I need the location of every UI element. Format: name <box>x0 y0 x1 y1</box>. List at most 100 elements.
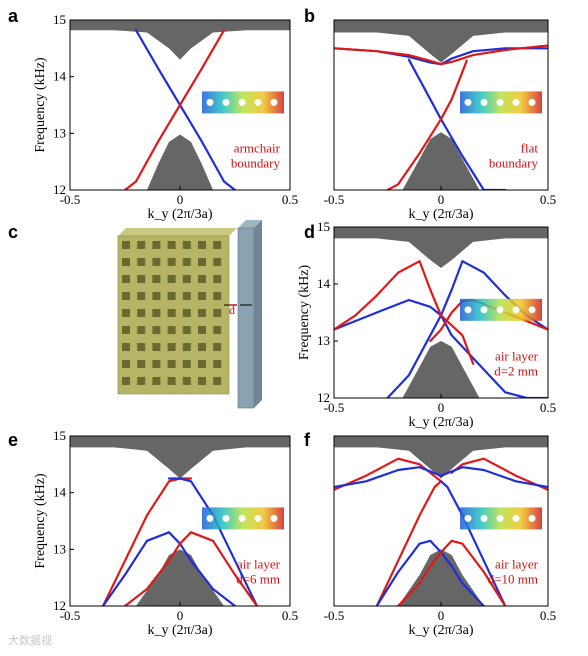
slab-hole <box>198 360 206 368</box>
y-tick-label: 13 <box>53 541 66 556</box>
slab-hole <box>167 360 176 368</box>
slab-hole <box>152 241 161 249</box>
slab-hole <box>213 258 222 266</box>
y-tick-label: 13 <box>53 125 66 140</box>
slab-hole <box>213 309 222 317</box>
slab-hole <box>182 326 191 334</box>
y-axis-label: Frequency (kHz) <box>33 473 48 569</box>
x-tick-label: 0 <box>438 608 445 623</box>
plot-area <box>334 20 548 190</box>
field-map-inset <box>202 91 284 114</box>
slab-hole <box>167 377 176 385</box>
lower-bulk-band <box>136 549 224 606</box>
upper-bulk-band <box>70 20 290 60</box>
inset-hole <box>464 514 472 522</box>
slab-hole <box>213 292 222 300</box>
panel-e: -0.5 0 0.5 12 13 14 15 Frequency (kHz) k_y (2π/3… <box>8 428 298 638</box>
series-1 <box>123 29 226 190</box>
slab-hole <box>213 377 222 385</box>
y-tick-label: 15 <box>53 12 66 27</box>
panel-label: d <box>304 222 315 242</box>
x-axis-label: k_y (2π/3a) <box>409 207 474 222</box>
slab-hole <box>182 360 191 368</box>
x-tick-label: -0.5 <box>60 608 81 623</box>
field-map-inset <box>202 507 284 530</box>
inset-hole <box>254 514 262 522</box>
slab-hole <box>152 377 161 385</box>
annotation-text: air layer <box>495 557 539 572</box>
slab-hole <box>137 258 146 266</box>
x-tick-label: -0.5 <box>324 608 345 623</box>
inset-hole <box>222 514 230 522</box>
inset-hole <box>512 98 520 106</box>
gap-d-label: d <box>229 303 235 317</box>
inset-hole <box>496 306 504 314</box>
annotation-text: flat <box>521 141 539 156</box>
panel-label: a <box>8 6 19 26</box>
y-tick-label: 12 <box>53 182 66 197</box>
slab-hole <box>213 275 222 283</box>
inset-hole <box>480 514 488 522</box>
slab-hole <box>137 343 146 351</box>
lower-bulk-band <box>147 134 213 190</box>
field-map-inset <box>460 298 542 321</box>
slab-hole <box>167 309 176 317</box>
x-tick-label: 0 <box>438 192 445 207</box>
slab-hole <box>198 292 206 300</box>
inset-hole <box>512 514 520 522</box>
lower-bulk-band <box>398 549 484 606</box>
annotation-text: air layer <box>495 348 539 363</box>
plot-area <box>334 436 548 606</box>
slab-hole <box>122 360 130 368</box>
annotation-text: d=10 mm <box>488 572 538 587</box>
slab-hole <box>182 343 191 351</box>
slab-hole <box>213 360 222 368</box>
slab-hole <box>152 309 161 317</box>
annotation-text: boundary <box>489 156 539 171</box>
y-axis-label: Frequency (kHz) <box>33 57 48 153</box>
y-tick-label: 12 <box>53 598 66 613</box>
slab-hole <box>137 326 146 334</box>
series-3 <box>123 531 259 606</box>
slab-hole <box>167 292 176 300</box>
slab-hole <box>122 309 130 317</box>
inset-hole <box>238 514 246 522</box>
panel-d: -0.5 0 0.5 12 13 14 15 Frequency (kHz) k_y (2π/3… <box>297 219 556 430</box>
x-tick-label: 0.5 <box>540 608 556 623</box>
y-tick-label: 14 <box>317 276 331 291</box>
series-0 <box>134 29 237 190</box>
slab-hole <box>182 377 191 385</box>
slab-hole <box>122 377 130 385</box>
inset-hole <box>496 98 504 106</box>
slab-top <box>118 228 237 236</box>
upper-bulk-band <box>334 227 548 269</box>
slab-hole <box>122 343 130 351</box>
series-1 <box>167 477 259 606</box>
slab-hole <box>198 343 206 351</box>
slab-hole <box>198 309 206 317</box>
inset-hole <box>480 306 488 314</box>
inset-hole <box>528 98 536 106</box>
field-map-inset <box>460 91 542 114</box>
slab-hole <box>213 326 222 334</box>
slab-hole <box>198 241 206 249</box>
panel-label: f <box>304 430 311 450</box>
inset-hole <box>512 306 520 314</box>
upper-bulk-band <box>334 436 548 479</box>
lower-bulk-band <box>402 341 480 398</box>
slab-hole <box>152 258 161 266</box>
y-tick-label: 15 <box>317 219 330 234</box>
annotation-text: air layer <box>237 557 281 572</box>
x-tick-label: -0.5 <box>324 400 345 415</box>
panel-a: -0.5 0 0.5 12 13 14 15 Frequency (kHz) k_y (2π/3… <box>8 6 298 222</box>
y-axis-label: Frequency (kHz) <box>297 265 312 361</box>
y-tick-label: 15 <box>53 428 66 443</box>
series-3 <box>375 480 443 606</box>
slab-hole <box>182 258 191 266</box>
series-6 <box>397 539 507 606</box>
annotation-text: armchair <box>234 141 281 156</box>
field-map-inset <box>460 507 542 530</box>
x-tick-label: 0.5 <box>540 192 556 207</box>
